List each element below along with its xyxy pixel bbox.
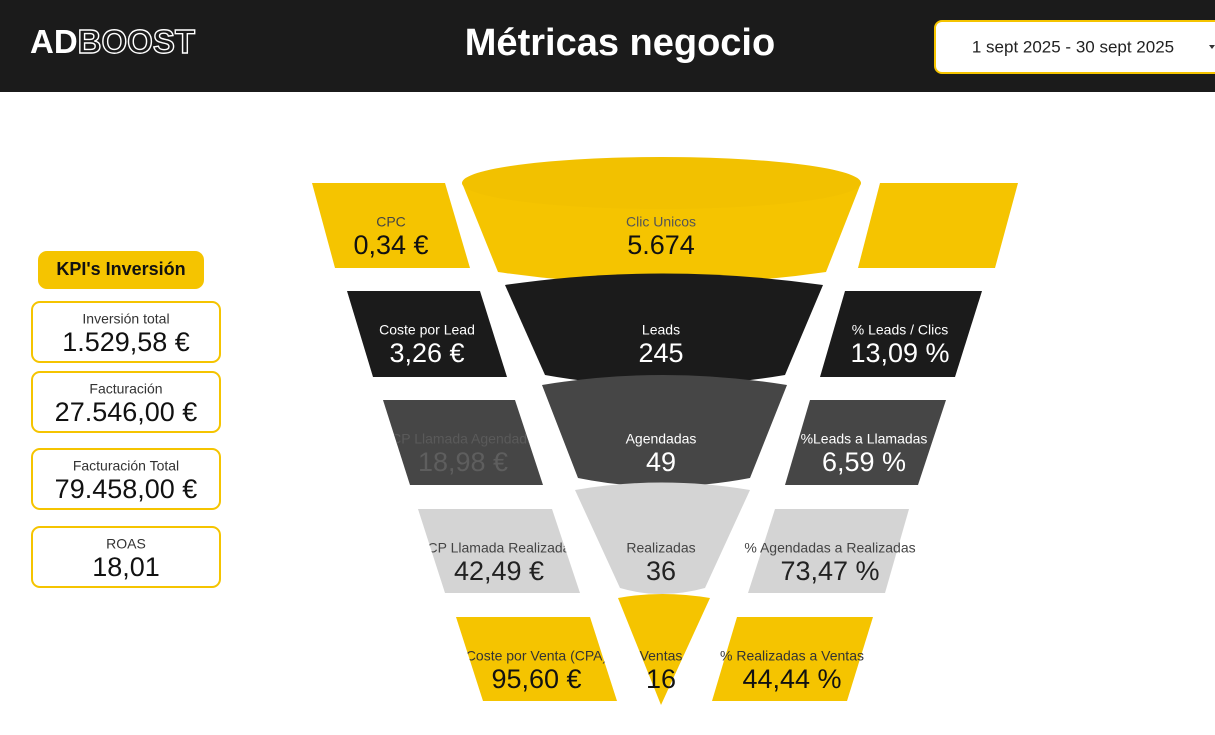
stage-value: 5.674 [627, 230, 695, 260]
kpi-value: 18,01 [92, 552, 160, 582]
stage-value: 245 [638, 338, 683, 368]
logo: ADBOOST [30, 23, 195, 60]
metric-label: Coste por Lead [379, 322, 475, 338]
kpi-card [31, 448, 221, 510]
stage-label: Leads [642, 322, 680, 338]
kpi-title: KPI's Inversión [56, 259, 185, 279]
metric-label: % Leads / Clics [852, 322, 948, 338]
right-metric-shape [785, 400, 946, 485]
metric-label: Coste por Venta (CPA) [466, 648, 607, 664]
funnel-stage [505, 273, 823, 386]
date-range[interactable]: 1 sept 2025 - 30 sept 2025 [972, 37, 1174, 56]
right-metric-shape [820, 291, 982, 377]
funnel-stage [618, 594, 710, 705]
metric-value: 13,09 % [850, 338, 949, 368]
left-metric-shape [418, 509, 580, 593]
metric-label: % Agendadas a Realizadas [744, 540, 915, 556]
metric-value: 95,60 € [491, 664, 581, 694]
metric-value: 73,47 % [780, 556, 879, 586]
metric-value: 42,49 € [454, 556, 544, 586]
kpi-value: 27.546,00 € [55, 397, 198, 427]
metric-value: 0,34 € [353, 230, 428, 260]
stage-label: Agendadas [626, 431, 697, 447]
metric-label: %Leads a Llamadas [801, 431, 928, 447]
metric-label: CP Llamada Realizada [428, 540, 571, 556]
kpi-label: Facturación Total [73, 458, 179, 474]
kpi-label: Facturación [89, 381, 162, 397]
kpi-card [31, 526, 221, 588]
funnel-top [462, 157, 861, 209]
metric-label: % Realizadas a Ventas [720, 648, 864, 664]
stage-label: Clic Unicos [626, 214, 696, 230]
kpi-value: 79.458,00 € [55, 474, 198, 504]
kpi-value: 1.529,58 € [62, 327, 190, 357]
stage-value: 16 [646, 664, 676, 694]
left-metric-shape [383, 400, 543, 485]
date-picker[interactable] [934, 20, 1215, 74]
dropdown-arrow[interactable] [1209, 45, 1215, 49]
page-title: Métricas negocio [465, 22, 775, 64]
metric-value: 3,26 € [389, 338, 464, 368]
left-metric-shape [347, 291, 507, 377]
logo-bold: AD [30, 23, 78, 60]
right-metric-shape [748, 509, 909, 593]
funnel-stage [462, 183, 861, 284]
stage-value: 36 [646, 556, 676, 586]
left-metric-shape [456, 617, 617, 701]
funnel-stage [575, 482, 750, 594]
right-metric-shape [712, 617, 873, 701]
metric-value: 6,59 % [822, 447, 906, 477]
kpi-card [31, 301, 221, 363]
stage-label: Ventas [640, 648, 683, 664]
kpi-label: Inversión total [82, 311, 169, 327]
metric-value: 44,44 % [742, 664, 841, 694]
right-metric-shape [858, 183, 1018, 268]
logo-light: BOOST [78, 23, 195, 60]
kpi-title-pill [38, 251, 204, 289]
left-metric: Coste por Venta (CPA)95,60 € [466, 648, 607, 694]
stage-value: 49 [646, 447, 676, 477]
kpi-label: ROAS [106, 536, 146, 552]
metric-value: 18,98 € [418, 447, 508, 477]
funnel-stage [542, 375, 787, 487]
left-metric-shape [312, 183, 470, 268]
metric-label: CP Llamada Agendada [391, 431, 535, 447]
stage-label: Realizadas [626, 540, 695, 556]
metric-label: CPC [376, 214, 406, 230]
kpi-card [31, 371, 221, 433]
